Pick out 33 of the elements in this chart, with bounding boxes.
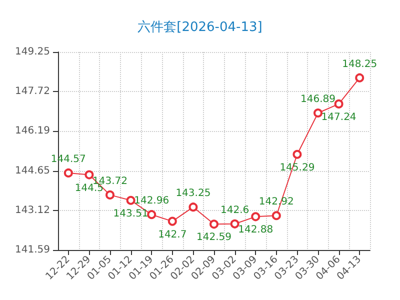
point (147, 210, 156, 220)
data-label: 143.51 (113, 208, 148, 220)
data-label: 144.5 (74, 182, 104, 194)
point (334, 99, 344, 108)
data-label: 142.59 (196, 232, 232, 244)
data-label: 142.6 (220, 204, 250, 216)
y-tick-label: 146.19 (15, 126, 50, 137)
y-tick-label: 149.25 (15, 46, 50, 58)
data-label: 146.89 (300, 94, 336, 106)
y-tick-label: 141.59 (15, 244, 50, 256)
data-label: 147.24 (321, 112, 356, 123)
data-label: 148.25 (342, 58, 378, 70)
y-tick-label: 144.65 (15, 165, 50, 176)
point (168, 216, 177, 226)
point (292, 150, 302, 159)
point (251, 212, 260, 222)
point (64, 168, 73, 178)
y-tick-label: 147.72 (15, 86, 50, 98)
data-label: 143.25 (176, 188, 211, 200)
point (314, 108, 322, 118)
point (84, 170, 94, 180)
point (272, 211, 281, 220)
point (188, 202, 198, 212)
chart-title: 六件套[2026-04-13] (138, 20, 262, 35)
point (126, 196, 136, 205)
y-tick-label: 143.12 (15, 204, 50, 216)
point (230, 219, 240, 228)
point (355, 73, 364, 82)
point (106, 190, 114, 200)
data-label: 142.88 (238, 224, 274, 236)
data-label: 142.7 (158, 229, 187, 240)
point (210, 220, 218, 229)
data-label: 142.96 (134, 196, 170, 207)
